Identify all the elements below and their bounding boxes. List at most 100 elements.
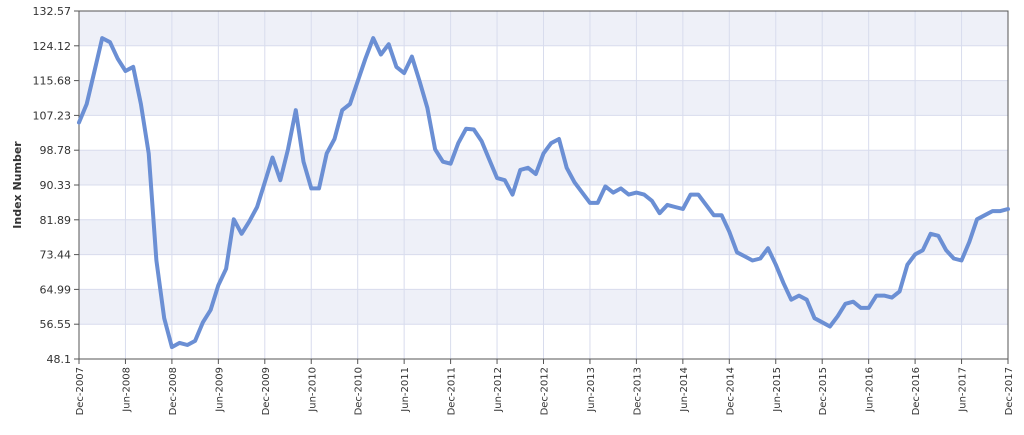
data-point	[279, 179, 282, 182]
y-tick-label: 73.44	[40, 249, 72, 262]
data-point	[232, 218, 235, 221]
x-tick-label: Jun-2009	[214, 367, 225, 413]
data-point	[457, 142, 460, 145]
data-point	[921, 249, 924, 252]
y-tick-label: 115.68	[33, 75, 72, 88]
x-tick-label: Dec-2015	[818, 367, 829, 415]
data-point	[379, 53, 382, 56]
data-point	[225, 267, 228, 270]
y-tick-label: 81.89	[40, 214, 72, 227]
data-point	[186, 343, 189, 346]
data-point	[828, 325, 831, 328]
data-point	[767, 247, 770, 250]
data-point	[441, 160, 444, 163]
data-point	[356, 80, 359, 83]
y-tick-label: 56.55	[40, 318, 72, 331]
data-point	[658, 212, 661, 215]
data-point	[976, 218, 979, 221]
data-point	[945, 249, 948, 252]
data-point	[821, 321, 824, 324]
x-tick-label: Jun-2017	[958, 367, 969, 413]
data-point	[619, 187, 622, 190]
data-point	[78, 121, 81, 124]
data-point	[449, 162, 452, 165]
data-point	[991, 210, 994, 213]
data-point	[496, 177, 499, 180]
data-point	[743, 255, 746, 258]
y-tick-label: 48.1	[47, 353, 72, 366]
x-tick-label: Jun-2015	[772, 367, 783, 413]
data-point	[596, 201, 599, 204]
y-tick-label: 124.12	[33, 40, 72, 53]
data-point	[736, 251, 739, 254]
data-point	[395, 65, 398, 68]
x-tick-label: Dec-2009	[261, 367, 272, 415]
y-axis-label: Index Number	[11, 141, 24, 229]
x-tick-label: Dec-2016	[911, 367, 922, 415]
data-point	[348, 102, 351, 105]
data-point	[712, 214, 715, 217]
data-point	[85, 102, 88, 105]
data-point	[472, 128, 475, 131]
data-point	[1007, 208, 1010, 211]
x-tick-label: Dec-2011	[447, 367, 458, 415]
data-point	[403, 72, 406, 75]
data-point	[875, 294, 878, 297]
x-tick-label: Jun-2008	[121, 367, 132, 413]
data-point	[890, 296, 893, 299]
data-point	[287, 148, 290, 151]
data-point	[194, 339, 197, 342]
x-tick-label: Dec-2017	[1004, 367, 1015, 415]
data-point	[720, 214, 723, 217]
data-point	[612, 191, 615, 194]
data-point	[968, 240, 971, 243]
data-point	[256, 205, 259, 208]
data-point	[867, 306, 870, 309]
data-point	[681, 208, 684, 211]
data-point	[217, 284, 220, 287]
data-point	[248, 220, 251, 223]
data-point	[542, 152, 545, 155]
y-tick-label: 132.57	[33, 5, 72, 18]
data-point	[906, 263, 909, 266]
data-point	[728, 230, 731, 233]
data-point	[557, 138, 560, 141]
data-point	[387, 43, 390, 46]
data-point	[93, 70, 96, 73]
data-point	[960, 259, 963, 262]
x-tick-label: Dec-2012	[540, 367, 551, 415]
data-point	[434, 148, 437, 151]
data-point	[178, 341, 181, 344]
data-point	[209, 308, 212, 311]
data-point	[317, 187, 320, 190]
y-tick-label: 90.33	[40, 179, 72, 192]
data-point	[573, 181, 576, 184]
y-tick-labels: 48.1 56.55 64.99 73.44 81.89 90.33 98.78 107.23…	[33, 5, 79, 366]
x-tick-label: Jun-2016	[865, 367, 876, 413]
data-point	[511, 193, 514, 196]
data-point	[604, 185, 607, 188]
x-tick-label: Dec-2007	[75, 367, 86, 415]
data-point	[116, 57, 119, 60]
data-point	[108, 41, 111, 44]
x-tick-label: Dec-2014	[725, 367, 736, 415]
data-point	[155, 259, 158, 262]
data-point	[852, 300, 855, 303]
data-point	[635, 191, 638, 194]
data-point	[790, 298, 793, 301]
x-tick-label: Dec-2013	[632, 367, 643, 415]
x-tick-label: Jun-2014	[679, 367, 690, 413]
data-point	[418, 80, 421, 83]
data-point	[139, 102, 142, 105]
data-point	[952, 257, 955, 260]
data-point	[999, 210, 1002, 213]
data-point	[565, 166, 568, 169]
data-point	[836, 315, 839, 318]
data-point	[797, 294, 800, 297]
x-tick-label: Jun-2013	[586, 367, 597, 413]
data-point	[488, 158, 491, 161]
data-point	[650, 199, 653, 202]
data-point	[263, 181, 266, 184]
data-point	[527, 166, 530, 169]
